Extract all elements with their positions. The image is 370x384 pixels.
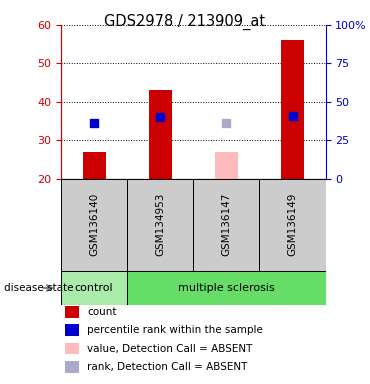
Text: GSM136147: GSM136147 [221, 193, 231, 257]
Bar [149, 90, 172, 179]
Text: GSM136140: GSM136140 [89, 193, 99, 256]
Bar [281, 40, 304, 179]
Bar [61, 271, 127, 305]
Bar [194, 179, 259, 271]
Bar [127, 179, 193, 271]
Text: GSM134953: GSM134953 [155, 193, 165, 257]
Text: multiple sclerosis: multiple sclerosis [178, 283, 275, 293]
Text: disease state: disease state [4, 283, 73, 293]
Text: GDS2978 / 213909_at: GDS2978 / 213909_at [104, 13, 266, 30]
Text: value, Detection Call = ABSENT: value, Detection Call = ABSENT [87, 344, 252, 354]
Text: rank, Detection Call = ABSENT: rank, Detection Call = ABSENT [87, 362, 247, 372]
Point [157, 114, 163, 120]
Bar [215, 152, 238, 179]
Point [91, 120, 97, 126]
Text: count: count [87, 307, 117, 317]
Point [290, 113, 296, 119]
Text: control: control [75, 283, 114, 293]
Point [223, 120, 229, 126]
Bar [259, 179, 326, 271]
Text: GSM136149: GSM136149 [287, 193, 297, 257]
Bar [61, 179, 127, 271]
Bar [83, 152, 106, 179]
Bar [127, 271, 326, 305]
Text: percentile rank within the sample: percentile rank within the sample [87, 325, 263, 335]
